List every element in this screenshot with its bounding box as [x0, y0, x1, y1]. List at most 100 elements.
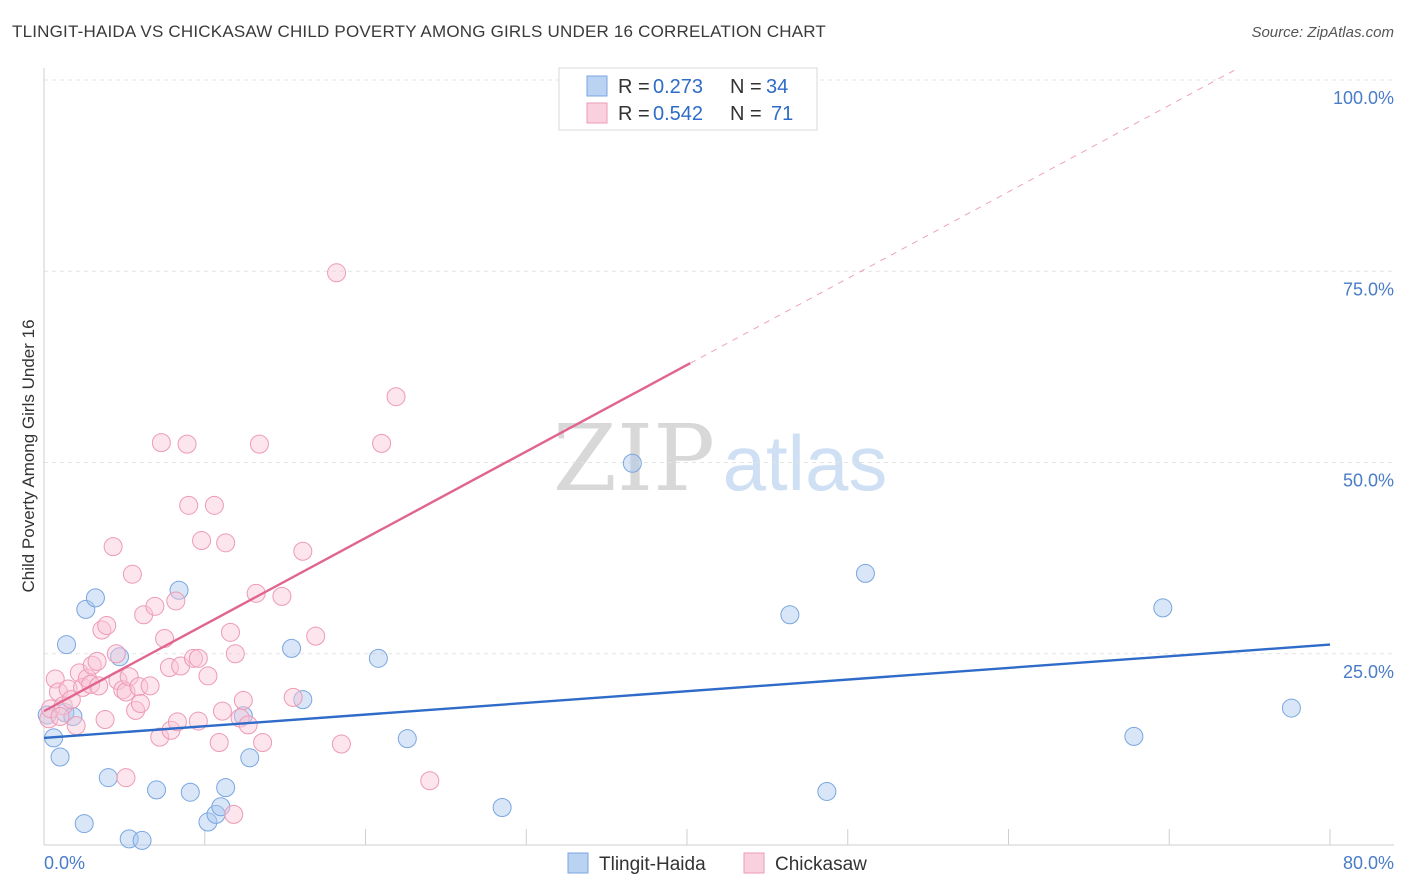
x-axis-ticks: [43, 829, 1331, 845]
point-tlingit-haida-20: [240, 748, 260, 768]
point-tlingit-haida-28: [817, 781, 837, 801]
legend-n-value-2: 71: [771, 103, 793, 125]
y-tick-labels: 100.0% 75.0% 50.0% 25.0%: [1333, 88, 1394, 682]
series-legend-swatch-chickasaw: [743, 852, 765, 874]
point-tlingit-haida-33: [110, 647, 130, 667]
point-chickasaw-7: [66, 716, 86, 736]
point-chickasaw-58: [306, 626, 326, 646]
point-tlingit-haida-19: [233, 706, 253, 726]
point-tlingit-haida-18: [216, 778, 236, 798]
point-chickasaw-59: [327, 263, 347, 283]
series-legend-label-chickasaw: Chickasaw: [775, 854, 867, 875]
point-chickasaw-55: [272, 586, 292, 606]
y-tick-label-2: 50.0%: [1343, 471, 1394, 491]
point-chickasaw-41: [192, 531, 212, 551]
watermark: ZIP atlas: [553, 405, 887, 512]
point-chickasaw-20: [116, 682, 136, 702]
point-chickasaw-42: [198, 666, 218, 686]
chart-title: TLINGIT-HAIDA VS CHICKASAW CHILD POVERTY…: [12, 22, 827, 41]
point-chickasaw-49: [225, 644, 245, 664]
y-axis-label: Child Poverty Among Girls Under 16: [19, 319, 38, 592]
series-legend-label-tlingit-haida: Tlingit-Haida: [599, 854, 706, 875]
point-tlingit-haida-12: [147, 780, 167, 800]
point-chickasaw-35: [167, 712, 187, 732]
point-chickasaw-39: [183, 648, 203, 668]
point-tlingit-haida-23: [368, 648, 388, 668]
point-chickasaw-21: [119, 667, 139, 687]
point-tlingit-haida-25: [492, 798, 512, 818]
point-tlingit-haida-11: [132, 830, 152, 850]
point-chickasaw-14: [95, 710, 115, 730]
stats-legend: R = 0.273 N = 34 R = 0.542 N = 71: [558, 67, 818, 131]
chart-source: Source: ZipAtlas.com: [1251, 24, 1394, 41]
point-chickasaw-60: [331, 734, 351, 754]
point-tlingit-haida-15: [198, 812, 218, 832]
point-chickasaw-48: [224, 804, 244, 824]
point-tlingit-haida-29: [855, 563, 875, 583]
point-chickasaw-23: [122, 564, 142, 584]
point-chickasaw-29: [150, 727, 170, 747]
legend-r-label-1: R =: [618, 76, 650, 98]
point-chickasaw-51: [233, 690, 253, 710]
point-chickasaw-30: [151, 433, 171, 453]
legend-n-label-1: N =: [730, 76, 762, 98]
point-tlingit-haida-31: [1153, 598, 1173, 618]
y-tick-label-3: 25.0%: [1343, 662, 1394, 682]
scatter-points: [37, 71, 1301, 850]
legend-swatch-tlingit-haida: [586, 75, 608, 97]
trend-line-extension-chickasaw: [689, 68, 1238, 364]
point-tlingit-haida-9: [98, 768, 118, 788]
point-chickasaw-56: [283, 687, 303, 707]
point-tlingit-haida-8: [85, 588, 105, 608]
point-chickasaw-47: [220, 622, 240, 642]
point-tlingit-haida-3: [57, 635, 77, 655]
legend-r-value-1: 0.273: [653, 76, 703, 98]
point-chickasaw-24: [126, 700, 146, 720]
point-tlingit-haida-21: [282, 638, 302, 658]
point-chickasaw-63: [420, 771, 440, 791]
point-chickasaw-38: [179, 495, 199, 515]
x-tick-label-max: 80.0%: [1343, 853, 1394, 873]
point-chickasaw-62: [386, 387, 406, 407]
point-chickasaw-37: [177, 434, 197, 454]
legend-swatch-chickasaw: [586, 102, 608, 124]
point-chickasaw-43: [204, 495, 224, 515]
point-tlingit-haida-14: [180, 782, 200, 802]
point-chickasaw-28: [145, 596, 165, 616]
series-legend: Tlingit-Haida Chickasaw: [567, 852, 867, 875]
point-tlingit-haida-7: [74, 814, 94, 834]
point-chickasaw-16: [103, 537, 123, 557]
point-chickasaw-12: [87, 651, 107, 671]
legend-r-value-2: 0.542: [653, 103, 703, 125]
point-chickasaw-40: [188, 648, 208, 668]
point-tlingit-haida-27: [780, 605, 800, 625]
point-chickasaw-57: [293, 541, 313, 561]
legend-r-label-2: R =: [618, 103, 650, 125]
point-chickasaw-22: [116, 768, 136, 788]
point-tlingit-haida-30: [1124, 726, 1144, 746]
point-chickasaw-27: [140, 676, 160, 696]
point-tlingit-haida-26: [622, 453, 642, 473]
point-tlingit-haida-24: [397, 729, 417, 749]
trend-line-chickasaw: [43, 362, 691, 713]
y-tick-label-1: 75.0%: [1343, 279, 1394, 299]
legend-n-value-1: 34: [766, 76, 788, 98]
point-chickasaw-17: [106, 644, 126, 664]
point-chickasaw-61: [372, 433, 392, 453]
point-tlingit-haida-32: [1281, 698, 1301, 718]
point-chickasaw-68: [238, 715, 258, 735]
point-chickasaw-54: [253, 732, 273, 752]
trend-line-tlingit-haida: [43, 643, 1331, 740]
point-chickasaw-15: [97, 615, 117, 635]
series-legend-swatch-tlingit-haida: [567, 852, 589, 874]
point-chickasaw-69: [50, 706, 70, 726]
point-chickasaw-45: [212, 701, 232, 721]
x-tick-label-min: 0.0%: [44, 853, 85, 873]
point-chickasaw-44: [209, 732, 229, 752]
point-tlingit-haida-13: [169, 580, 189, 600]
legend-n-label-2: N =: [730, 103, 762, 125]
point-chickasaw-53: [249, 434, 269, 454]
point-tlingit-haida-2: [50, 747, 70, 767]
point-chickasaw-46: [216, 533, 236, 553]
